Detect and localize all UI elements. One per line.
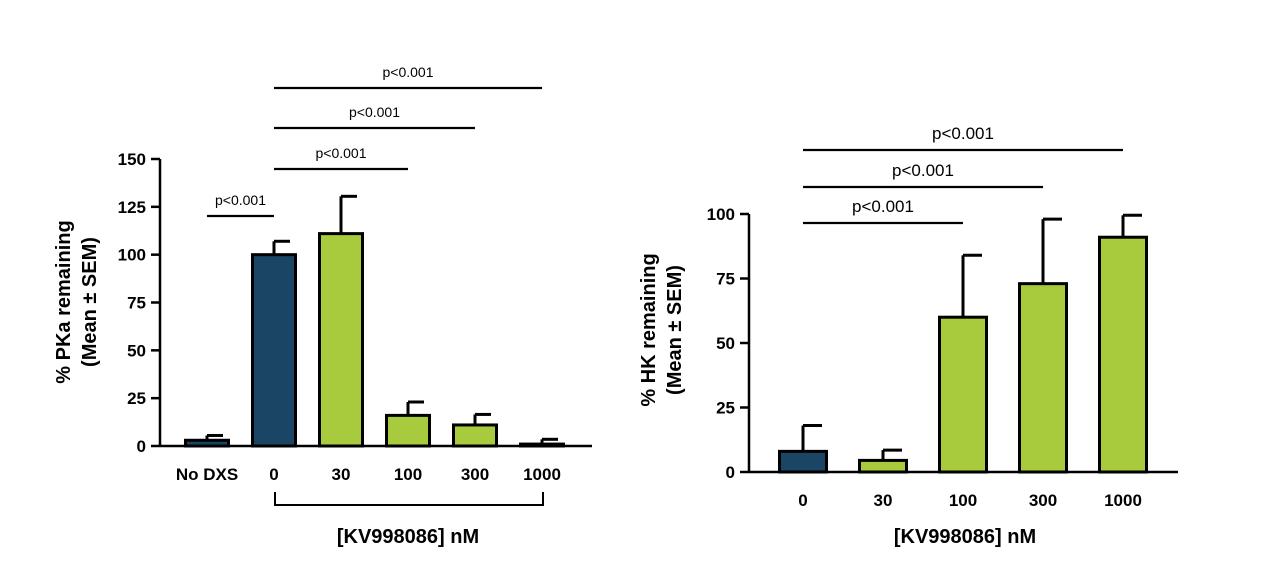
left-bar-300 <box>452 423 498 448</box>
right-bar-300 <box>1018 282 1068 474</box>
left-y-tick-label: 0 <box>137 437 146 456</box>
left-significance-label: p<0.001 <box>316 145 367 161</box>
left-y-tick-label: 25 <box>127 389 146 408</box>
left-significance-label: p<0.001 <box>383 64 434 80</box>
pka-x-axis-label: [KV998086] nM <box>337 526 479 548</box>
hk-y-axis-label-line1: % HK remaining <box>638 253 660 406</box>
pka-x-group-bracket <box>274 492 544 506</box>
hk-x-axis-label: [KV998086] nM <box>894 526 1036 548</box>
left-y-tick-label: 150 <box>118 150 146 169</box>
right-bar-30 <box>858 458 908 474</box>
right-bar-100 <box>938 315 988 474</box>
right-y-tick-label: 50 <box>716 334 735 353</box>
left-x-tick-label: 100 <box>394 465 422 484</box>
left-y-tick-label: 125 <box>118 198 146 217</box>
right-y-tick-label: 75 <box>716 270 735 289</box>
left-bar-no-dxs <box>184 438 230 448</box>
right-bar-1000 <box>1098 235 1148 474</box>
left-significance-label: p<0.001 <box>349 104 400 120</box>
right-y-tick-label: 25 <box>716 399 735 418</box>
right-x-tick-label: 0 <box>798 491 807 510</box>
pka-y-axis-label-line1: % PKa remaining <box>53 220 75 383</box>
right-y-tick-label: 0 <box>726 463 735 482</box>
pka-y-axis-label-line2: (Mean ± SEM) <box>79 237 101 367</box>
left-bar-1000 <box>519 442 565 448</box>
right-significance-label: p<0.001 <box>932 124 994 143</box>
left-bar-30 <box>318 232 364 448</box>
left-y-tick-label: 75 <box>127 294 146 313</box>
right-bar-0 <box>778 449 828 474</box>
left-x-tick-label: 0 <box>269 465 278 484</box>
left-x-tick-label: 30 <box>332 465 351 484</box>
left-x-tick-label: 1000 <box>523 465 561 484</box>
left-x-tick-label: No DXS <box>176 465 238 484</box>
right-x-tick-label: 30 <box>874 491 893 510</box>
hk-y-axis-label-line2: (Mean ± SEM) <box>664 265 686 395</box>
left-y-tick-label: 100 <box>118 246 146 265</box>
left-bar-0 <box>251 253 297 448</box>
pka-chart: 0 25 50 75 100 125 150 No DXS 0 30 100 300 1000 p<0.… <box>53 64 592 548</box>
right-x-tick-label: 100 <box>949 491 977 510</box>
left-y-tick-label: 50 <box>127 341 146 360</box>
left-significance-label: p<0.001 <box>215 192 266 208</box>
right-x-tick-label: 1000 <box>1104 491 1142 510</box>
left-x-tick-label: 300 <box>461 465 489 484</box>
right-y-tick-label: 100 <box>707 205 735 224</box>
right-significance-label: p<0.001 <box>852 197 914 216</box>
right-significance-label: p<0.001 <box>892 161 954 180</box>
right-x-tick-label: 300 <box>1029 491 1057 510</box>
left-bar-100 <box>385 413 431 448</box>
